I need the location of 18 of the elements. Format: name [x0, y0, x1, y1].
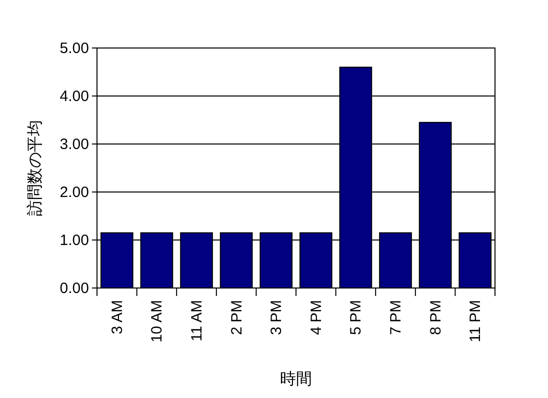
y-tick-label: 5.00 — [60, 40, 89, 57]
x-tick-label: 8 PM — [427, 300, 444, 336]
x-tick-label: 3 AM — [108, 300, 126, 334]
x-tick-label: 10 AM — [148, 300, 166, 343]
y-tick-label: 3.00 — [60, 136, 89, 153]
x-tick-label: 3 PM — [268, 300, 286, 336]
y-tick-label: 0.00 — [60, 280, 89, 297]
x-tick-label: 11 AM — [188, 300, 206, 342]
y-tick-label: 2.00 — [60, 184, 89, 201]
x-axis-title: 時間 — [280, 370, 312, 388]
y-tick-label: 4.00 — [60, 88, 89, 105]
x-tick-label: 5 PM — [348, 300, 365, 336]
x-tick-label: 7 PM — [388, 300, 404, 336]
y-axis-title: 訪問数の平均 — [26, 120, 44, 216]
y-tick-label: 1.00 — [60, 232, 89, 249]
x-tick-label: 2 PM — [228, 300, 246, 336]
x-tick-label: 4 PM — [308, 300, 325, 336]
x-tick-label: 11 PM — [467, 300, 484, 342]
